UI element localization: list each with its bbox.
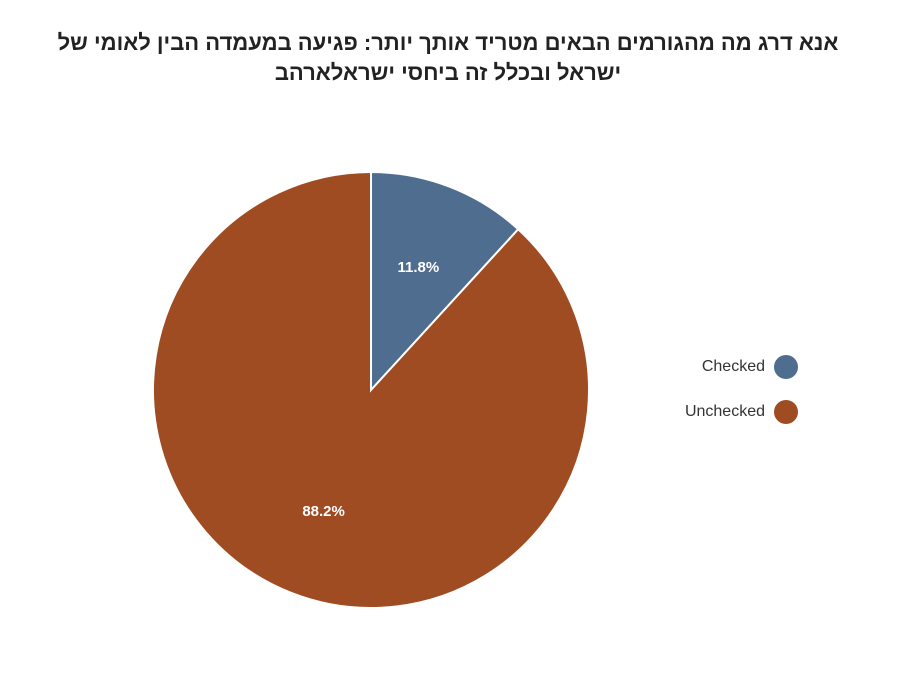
data-label-unchecked: 88.2%: [302, 503, 345, 520]
pie-labels: 11.8% 88.2%: [302, 259, 439, 520]
legend-marker-unchecked: [774, 400, 798, 424]
legend-label-unchecked: Unchecked: [685, 403, 765, 420]
legend-label-checked: Checked: [702, 358, 765, 375]
pie-slice-checked: [370, 170, 520, 393]
legend: Checked Unchecked: [685, 355, 798, 424]
pie-slice-unchecked: [152, 170, 590, 609]
chart-title: אנא דרג מה מהגורמים הבאים מטריד אותך יות…: [57, 30, 839, 85]
data-label-checked: 11.8%: [398, 259, 440, 276]
legend-marker-checked: [774, 355, 798, 379]
pie-slices: [152, 170, 590, 609]
